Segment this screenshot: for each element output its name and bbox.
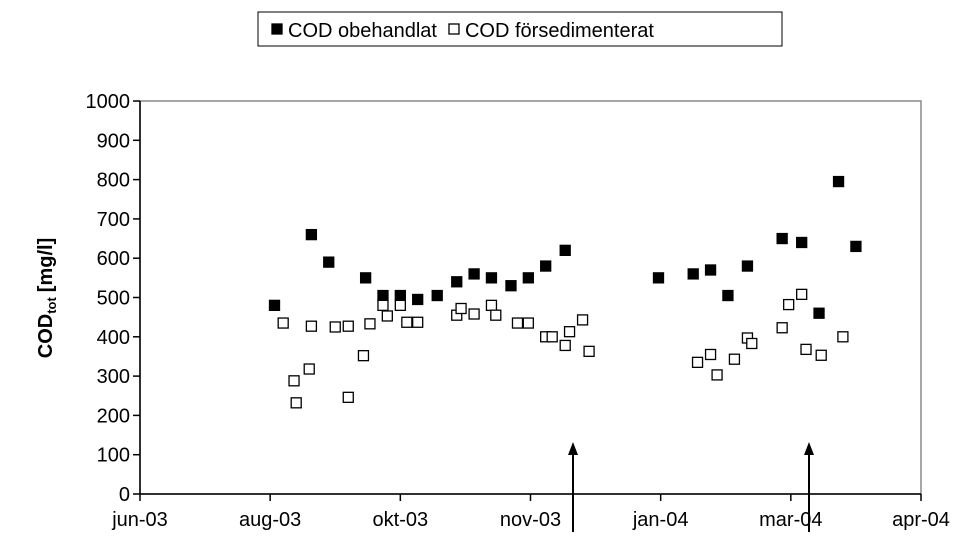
y-label-unit: [mg/l]: [35, 238, 57, 292]
data-point: [511, 317, 524, 329]
data-point: [485, 272, 498, 284]
x-tick-label: mar-04: [759, 509, 822, 531]
arrow-head: [568, 442, 578, 455]
data-point: [576, 314, 589, 326]
legend-label: COD försedimenterat: [465, 20, 654, 42]
data-point: [815, 349, 827, 361]
data-point: [468, 308, 480, 320]
x-tick-label: apr-04: [892, 509, 950, 531]
data-point: [394, 299, 406, 312]
data-point: [704, 264, 717, 276]
data-point: [776, 322, 788, 334]
data-point: [776, 232, 788, 245]
y-tick-label: 0: [119, 484, 130, 506]
y-tick-label: 400: [97, 327, 130, 349]
legend-marker: [448, 23, 460, 35]
data-point: [522, 272, 534, 284]
y-axis-label: CODtot [mg/l]: [35, 238, 59, 359]
data-point: [394, 289, 406, 302]
data-point: [357, 350, 370, 362]
y-tick-label: 700: [97, 209, 130, 231]
y-label-sub: tot: [44, 297, 59, 314]
y-tick-label: 100: [97, 445, 130, 467]
legend-box: [257, 11, 783, 47]
data-point: [796, 288, 808, 301]
data-point: [305, 320, 318, 332]
data-point: [540, 260, 552, 272]
data-point: [290, 397, 302, 409]
data-point: [381, 310, 393, 322]
data-point: [687, 268, 699, 280]
data-point: [277, 317, 289, 329]
data-point: [722, 289, 734, 302]
data-point: [364, 318, 376, 330]
legend-marker: [271, 23, 283, 35]
x-tick-label: okt-03: [373, 509, 429, 531]
y-label-main: COD: [35, 314, 57, 358]
x-tick-label: nov-03: [500, 509, 561, 531]
data-point: [800, 343, 812, 356]
y-tick-label: 1000: [86, 91, 131, 113]
data-point: [303, 363, 315, 375]
data-point: [850, 240, 862, 253]
data-point: [559, 244, 571, 256]
data-point: [505, 280, 517, 292]
data-point: [691, 356, 704, 368]
data-point: [746, 337, 758, 350]
x-tick-label: jun-03: [111, 509, 168, 531]
data-point: [323, 256, 335, 268]
data-point: [783, 298, 795, 311]
data-point: [652, 272, 665, 284]
y-tick-label: 900: [97, 130, 130, 152]
x-tick-label: jan-04: [632, 509, 689, 531]
data-point: [728, 353, 741, 365]
data-point: [711, 369, 723, 381]
arrows: [568, 442, 814, 532]
data-point: [563, 326, 576, 338]
data-point: [704, 348, 717, 361]
data-point: [431, 289, 443, 302]
data-point: [377, 299, 389, 312]
data-point: [741, 260, 754, 272]
data-point: [451, 276, 463, 288]
data-point: [522, 317, 534, 329]
data-point: [583, 345, 595, 357]
data-point: [485, 299, 498, 312]
data-point: [455, 302, 467, 315]
data-point: [359, 272, 372, 284]
data-point: [305, 228, 318, 241]
data-point: [490, 309, 502, 321]
data-point: [377, 289, 389, 302]
data-point: [796, 236, 808, 249]
data-point: [329, 321, 341, 333]
legend-label: COD obehandlat: [288, 20, 437, 42]
data-point: [832, 175, 845, 188]
data-point: [813, 307, 825, 319]
data-point: [468, 268, 480, 280]
arrow-head: [804, 442, 814, 455]
data-point: [288, 375, 300, 387]
x-tick-label: aug-03: [239, 509, 301, 531]
y-tick-label: 200: [97, 405, 130, 427]
y-tick-label: 300: [97, 366, 130, 388]
data-point: [342, 391, 354, 403]
data-point: [268, 299, 281, 312]
data-point: [342, 320, 354, 332]
data-point: [559, 339, 571, 352]
y-tick-label: 800: [97, 170, 130, 192]
data-point: [401, 316, 413, 328]
data-point: [837, 331, 849, 343]
data-point: [412, 293, 424, 306]
data-point: [412, 316, 424, 328]
y-tick-label: 500: [97, 288, 130, 310]
data-point: [546, 331, 558, 343]
y-tick-label: 600: [97, 248, 130, 270]
